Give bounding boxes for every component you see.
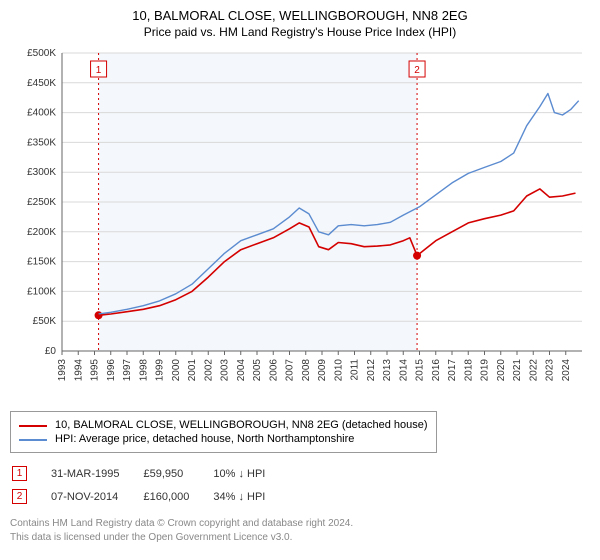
legend-item-property: 10, BALMORAL CLOSE, WELLINGBOROUGH, NN8 … <box>19 418 428 432</box>
svg-text:£300K: £300K <box>27 167 56 178</box>
svg-text:2010: 2010 <box>333 359 344 382</box>
chart-legend: 10, BALMORAL CLOSE, WELLINGBOROUGH, NN8 … <box>10 411 437 453</box>
chart-title-line2: Price paid vs. HM Land Registry's House … <box>10 25 590 39</box>
footer-line1: Contains HM Land Registry data © Crown c… <box>10 517 590 531</box>
svg-text:£150K: £150K <box>27 257 56 268</box>
legend-item-hpi: HPI: Average price, detached house, Nort… <box>19 432 428 446</box>
svg-text:2009: 2009 <box>317 359 328 382</box>
svg-text:1997: 1997 <box>122 359 133 382</box>
marker-pct-1: 10% ↓ HPI <box>213 463 287 484</box>
svg-text:1994: 1994 <box>73 359 84 382</box>
marker-box-2: 2 <box>12 489 27 504</box>
marker-date-2: 07-NOV-2014 <box>51 486 141 507</box>
svg-text:2008: 2008 <box>301 359 312 382</box>
marker-price-1: £59,950 <box>143 463 211 484</box>
svg-text:1998: 1998 <box>138 359 149 382</box>
svg-text:2023: 2023 <box>545 359 556 382</box>
svg-text:2011: 2011 <box>350 359 361 381</box>
svg-text:2020: 2020 <box>496 359 507 382</box>
svg-text:£400K: £400K <box>27 108 56 119</box>
svg-text:2021: 2021 <box>512 359 523 382</box>
marker-date-1: 31-MAR-1995 <box>51 463 141 484</box>
chart-title-block: 10, BALMORAL CLOSE, WELLINGBOROUGH, NN8 … <box>10 8 590 39</box>
svg-text:2: 2 <box>414 65 420 76</box>
svg-text:2016: 2016 <box>431 359 442 382</box>
svg-text:1993: 1993 <box>57 359 68 382</box>
svg-text:2018: 2018 <box>463 359 474 382</box>
svg-text:2001: 2001 <box>187 359 198 382</box>
svg-text:1999: 1999 <box>155 359 166 382</box>
svg-text:1996: 1996 <box>106 359 117 382</box>
svg-text:2000: 2000 <box>171 359 182 382</box>
svg-text:£450K: £450K <box>27 78 56 89</box>
svg-text:2003: 2003 <box>220 359 231 382</box>
marker-table: 1 31-MAR-1995 £59,950 10% ↓ HPI 2 07-NOV… <box>10 461 289 509</box>
svg-text:2015: 2015 <box>415 359 426 382</box>
svg-text:1: 1 <box>96 65 102 76</box>
svg-text:2007: 2007 <box>285 359 296 382</box>
marker-row-1: 1 31-MAR-1995 £59,950 10% ↓ HPI <box>12 463 287 484</box>
footer-attribution: Contains HM Land Registry data © Crown c… <box>10 517 590 544</box>
svg-text:£50K: £50K <box>33 316 57 327</box>
svg-text:2013: 2013 <box>382 359 393 382</box>
svg-text:2005: 2005 <box>252 359 263 382</box>
svg-text:£100K: £100K <box>27 286 56 297</box>
svg-text:2004: 2004 <box>236 359 247 382</box>
footer-line2: This data is licensed under the Open Gov… <box>10 531 590 545</box>
svg-text:£0: £0 <box>45 346 57 357</box>
svg-text:£500K: £500K <box>27 48 56 59</box>
marker-price-2: £160,000 <box>143 486 211 507</box>
marker-box-1: 1 <box>12 466 27 481</box>
legend-label-hpi: HPI: Average price, detached house, Nort… <box>55 433 354 445</box>
svg-text:2012: 2012 <box>366 359 377 382</box>
svg-text:2014: 2014 <box>398 359 409 382</box>
svg-text:1995: 1995 <box>90 359 101 382</box>
legend-label-property: 10, BALMORAL CLOSE, WELLINGBOROUGH, NN8 … <box>55 419 428 431</box>
svg-text:£200K: £200K <box>27 227 56 238</box>
legend-swatch-property <box>19 425 47 427</box>
price-chart: £0 £50K £100K £150K £200K £250K £300K £350K £400… <box>10 45 590 405</box>
svg-text:2006: 2006 <box>268 359 279 382</box>
svg-text:2017: 2017 <box>447 359 458 382</box>
svg-text:£250K: £250K <box>27 197 56 208</box>
chart-svg: £0 £50K £100K £150K £200K £250K £300K £350K £400… <box>10 45 590 405</box>
svg-text:2022: 2022 <box>528 359 539 382</box>
svg-text:2024: 2024 <box>561 359 572 382</box>
svg-text:2019: 2019 <box>480 359 491 382</box>
marker-row-2: 2 07-NOV-2014 £160,000 34% ↓ HPI <box>12 486 287 507</box>
legend-swatch-hpi <box>19 439 47 441</box>
marker-pct-2: 34% ↓ HPI <box>213 486 287 507</box>
svg-text:£350K: £350K <box>27 137 56 148</box>
svg-text:2002: 2002 <box>203 359 214 382</box>
chart-title-line1: 10, BALMORAL CLOSE, WELLINGBOROUGH, NN8 … <box>10 8 590 23</box>
